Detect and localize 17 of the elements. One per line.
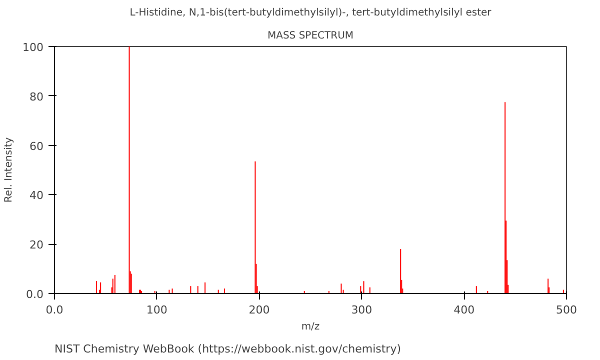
x-tick-label: 500 <box>556 304 577 316</box>
x-tick-label: 200 <box>248 304 270 316</box>
y-tick-label: 80 <box>30 90 44 104</box>
y-tick-label: 100 <box>22 41 44 54</box>
x-tick-label: 300 <box>351 304 372 316</box>
y-tick-label: 0.0 <box>26 288 44 301</box>
chart-subtitle: MASS SPECTRUM <box>267 30 354 42</box>
y-axis-title: Rel. Intensity <box>4 137 15 203</box>
x-tick-label: 400 <box>454 304 475 316</box>
x-axis-title: m/z <box>301 322 320 332</box>
y-tick-label: 20 <box>30 238 44 252</box>
chart-title: L-Histidine, N,1-bis(tert-butyldimethylsilyl)-, tert-butyldimethylsilyl ester <box>130 8 492 18</box>
text: NIST Chemistry WebBook (https://webbook.nist.gov/chemistry) <box>54 342 401 356</box>
x-tick-label: 0.0 <box>46 304 64 316</box>
y-tick-label: 40 <box>30 189 44 202</box>
x-tick-label: 100 <box>146 304 168 316</box>
y-tick-label: 60 <box>30 140 44 153</box>
